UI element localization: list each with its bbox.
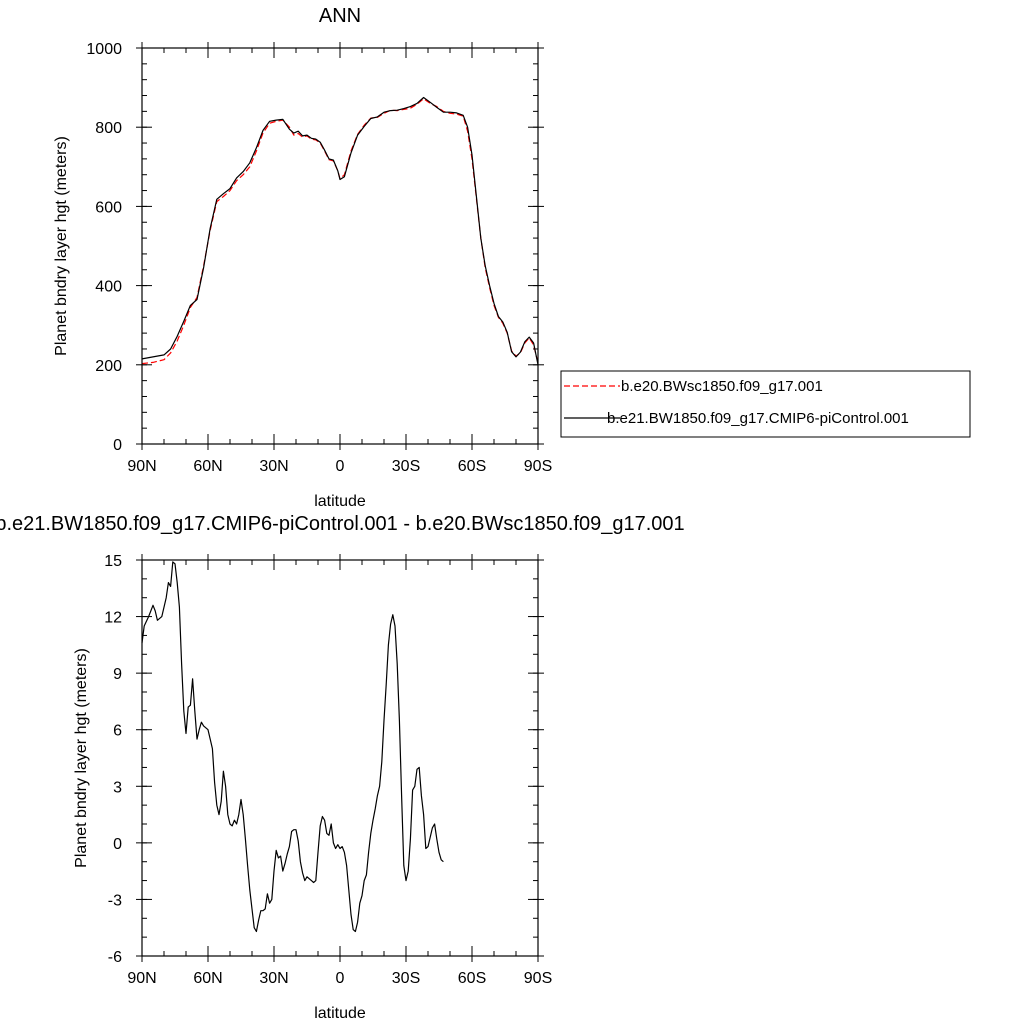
x-tick-label: 0: [336, 458, 345, 475]
series-line-2: [141, 96, 539, 365]
legend-box: [560, 370, 971, 438]
top-axis-ticks: [136, 42, 544, 450]
top-x-axis-label: latitude: [314, 493, 366, 510]
bottom-y-axis-label: Planet bndry layer hgt (meters): [73, 648, 90, 868]
legend-entry-1: b.e20.BWsc1850.f09_g17.001: [621, 378, 823, 395]
y-tick-label: 0: [113, 437, 122, 454]
bottom-x-axis-label: latitude: [314, 1005, 366, 1022]
x-tick-label: 60S: [458, 970, 486, 987]
x-tick-label: 90S: [524, 458, 552, 475]
series-line-1: [141, 561, 444, 933]
y-tick-label: 200: [95, 358, 122, 375]
top-panel: ANN 90N 60N 30N 0 30S 60S 90S 0 200 400 600 800 100…: [53, 5, 552, 510]
y-tick-label: 0: [113, 836, 122, 853]
bottom-chart-title: b.e21.BW1850.f09_g17.CMIP6-piControl.001…: [0, 513, 685, 535]
legend: b.e20.BWsc1850.f09_g17.001 b.e21.BW1850.…: [560, 370, 971, 438]
bottom-x-tick-labels: 90N 60N 30N 0 30S 60S 90S: [127, 970, 552, 987]
x-tick-label: 30N: [259, 458, 288, 475]
y-tick-label: 800: [95, 120, 122, 137]
y-tick-label: -3: [108, 892, 122, 909]
top-series-lines: [141, 96, 539, 365]
top-x-tick-labels: 90N 60N 30N 0 30S 60S 90S: [127, 458, 552, 475]
top-y-tick-labels: 0 200 400 600 800 1000: [86, 41, 122, 454]
y-tick-label: 6: [113, 723, 122, 740]
bottom-y-tick-labels: -6 -3 0 3 6 9 12 15: [104, 553, 122, 966]
x-tick-label: 30N: [259, 970, 288, 987]
x-tick-label: 30S: [392, 458, 420, 475]
y-tick-label: 600: [95, 199, 122, 216]
legend-entry-2: b.e21.BW1850.f09_g17.CMIP6-piControl.001: [607, 410, 909, 427]
bottom-plot-frame: [141, 559, 539, 957]
bottom-axis-ticks: [136, 554, 544, 962]
x-tick-label: 30S: [392, 970, 420, 987]
x-tick-label: 60N: [193, 970, 222, 987]
y-tick-label: 12: [104, 610, 122, 627]
top-y-axis-label: Planet bndry layer hgt (meters): [53, 136, 70, 356]
y-tick-label: 15: [104, 553, 122, 570]
bottom-panel: b.e21.BW1850.f09_g17.CMIP6-piControl.001…: [0, 513, 685, 1022]
x-tick-label: 60N: [193, 458, 222, 475]
y-tick-label: 3: [113, 779, 122, 796]
x-tick-label: 60S: [458, 458, 486, 475]
y-tick-label: 9: [113, 666, 122, 683]
top-plot-frame: [141, 47, 539, 445]
x-tick-label: 90S: [524, 970, 552, 987]
x-tick-label: 90N: [127, 970, 156, 987]
y-tick-label: 1000: [86, 41, 122, 58]
y-tick-label: 400: [95, 279, 122, 296]
x-tick-label: 90N: [127, 458, 156, 475]
series-line-1: [141, 98, 539, 365]
top-chart-title: ANN: [319, 5, 361, 27]
bottom-series-lines: [141, 561, 444, 933]
y-tick-label: -6: [108, 949, 122, 966]
x-tick-label: 0: [336, 970, 345, 987]
